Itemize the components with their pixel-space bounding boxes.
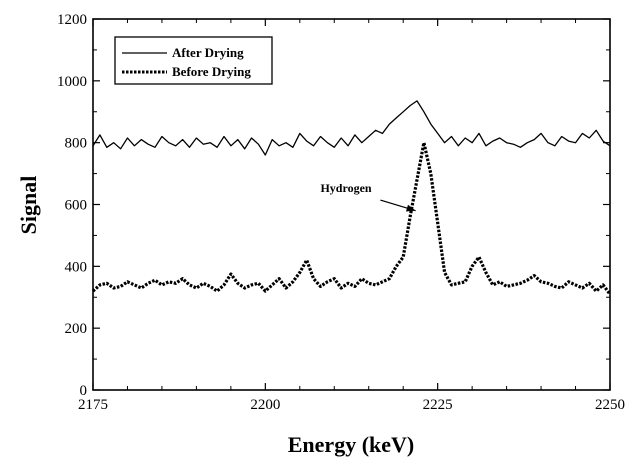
annotation-arrowhead bbox=[405, 204, 416, 212]
series-line-before-drying bbox=[91, 141, 612, 296]
y-tick-label: 600 bbox=[65, 198, 88, 214]
y-tick-label: 800 bbox=[65, 136, 88, 152]
legend-label-before-drying: Before Drying bbox=[172, 64, 251, 79]
y-tick-label: 200 bbox=[65, 321, 88, 337]
annotation-hydrogen: Hydrogen bbox=[320, 181, 371, 195]
x-tick-label: 2250 bbox=[595, 397, 625, 413]
x-tick-label: 2175 bbox=[78, 397, 108, 413]
series-line-after-drying bbox=[92, 100, 611, 156]
legend-box bbox=[114, 36, 273, 85]
y-tick-label: 1200 bbox=[57, 12, 87, 28]
legend-label-after-drying: After Drying bbox=[172, 45, 244, 60]
legend: After Drying Before Drying bbox=[114, 36, 273, 85]
x-axis-label: Energy (keV) bbox=[288, 432, 414, 457]
y-axis-label: Signal bbox=[16, 176, 41, 235]
x-tick-label: 2225 bbox=[423, 397, 453, 413]
x-tick-label: 2200 bbox=[250, 397, 280, 413]
y-tick-label: 1000 bbox=[57, 74, 87, 90]
y-tick-label: 0 bbox=[80, 383, 88, 399]
y-tick-label: 400 bbox=[65, 259, 88, 275]
